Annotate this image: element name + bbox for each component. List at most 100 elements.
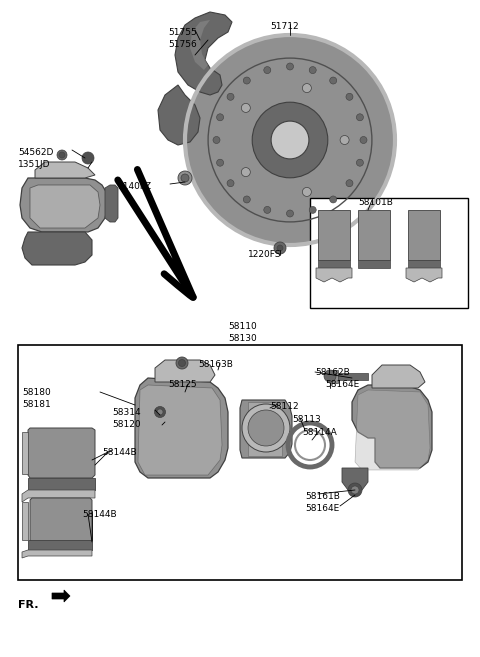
Polygon shape [22, 232, 92, 265]
Polygon shape [316, 268, 352, 282]
Circle shape [248, 410, 284, 446]
Text: 58164E: 58164E [305, 504, 339, 513]
Bar [18, 345, 462, 580]
Circle shape [346, 93, 353, 101]
Text: 58181: 58181 [22, 400, 51, 409]
Circle shape [271, 121, 309, 159]
Circle shape [330, 196, 336, 203]
Text: 58314: 58314 [112, 408, 141, 417]
Circle shape [264, 66, 271, 74]
Text: 58110: 58110 [228, 322, 257, 331]
Circle shape [309, 66, 316, 74]
Circle shape [213, 137, 220, 143]
Circle shape [330, 77, 336, 84]
Polygon shape [248, 402, 282, 456]
Polygon shape [408, 260, 440, 268]
Circle shape [302, 83, 312, 93]
Polygon shape [155, 360, 215, 382]
Text: 58130: 58130 [228, 334, 257, 343]
Circle shape [309, 206, 316, 214]
Circle shape [176, 357, 188, 369]
Polygon shape [372, 365, 425, 388]
Circle shape [155, 407, 166, 417]
Bar [310, 198, 468, 308]
Circle shape [216, 159, 224, 166]
Polygon shape [52, 590, 70, 602]
Text: 58144B: 58144B [82, 510, 117, 519]
Polygon shape [30, 498, 92, 542]
Text: 58125: 58125 [168, 380, 197, 389]
Text: 58144B: 58144B [102, 448, 137, 457]
Polygon shape [22, 432, 28, 474]
Text: 58162B: 58162B [315, 368, 350, 377]
Polygon shape [190, 20, 210, 70]
Text: 54562D: 54562D [18, 148, 53, 157]
Circle shape [287, 63, 293, 70]
Circle shape [243, 77, 250, 84]
Circle shape [351, 486, 359, 494]
Polygon shape [22, 550, 92, 558]
Text: 58113: 58113 [292, 415, 321, 424]
Polygon shape [352, 385, 432, 468]
Polygon shape [28, 428, 95, 478]
Polygon shape [408, 210, 440, 260]
Text: 58164E: 58164E [325, 380, 359, 389]
Circle shape [181, 174, 189, 182]
Polygon shape [158, 85, 200, 145]
Text: 51756: 51756 [168, 40, 197, 49]
Circle shape [357, 114, 363, 121]
Polygon shape [30, 185, 100, 228]
Polygon shape [336, 373, 368, 380]
Circle shape [241, 103, 251, 112]
Circle shape [59, 152, 65, 158]
Polygon shape [342, 468, 368, 494]
Circle shape [157, 409, 163, 415]
Polygon shape [330, 370, 338, 383]
Text: 1140FZ: 1140FZ [118, 182, 152, 191]
Circle shape [252, 102, 328, 178]
Circle shape [243, 196, 250, 203]
Polygon shape [406, 268, 442, 282]
Circle shape [227, 93, 234, 101]
Circle shape [274, 242, 286, 254]
Polygon shape [28, 540, 92, 550]
Polygon shape [355, 390, 430, 470]
Text: 58112: 58112 [270, 402, 299, 411]
Polygon shape [318, 210, 350, 260]
Text: 58180: 58180 [22, 388, 51, 397]
Text: FR.: FR. [18, 600, 38, 610]
Text: 58114A: 58114A [302, 428, 337, 437]
Circle shape [264, 206, 271, 214]
Text: 1351JD: 1351JD [18, 160, 50, 169]
Polygon shape [240, 400, 292, 458]
Polygon shape [135, 378, 228, 478]
Circle shape [241, 168, 251, 177]
Circle shape [216, 114, 224, 121]
Polygon shape [175, 12, 232, 95]
Circle shape [179, 359, 185, 367]
Circle shape [57, 150, 67, 160]
Circle shape [346, 180, 353, 187]
Circle shape [242, 404, 290, 452]
Text: 58163B: 58163B [198, 360, 233, 369]
Circle shape [302, 187, 312, 196]
Circle shape [357, 159, 363, 166]
Circle shape [360, 137, 367, 143]
Polygon shape [22, 502, 28, 540]
Circle shape [324, 370, 336, 382]
Polygon shape [28, 478, 95, 490]
Polygon shape [358, 260, 390, 268]
Circle shape [82, 152, 94, 164]
Polygon shape [318, 260, 350, 268]
Text: 58161B: 58161B [305, 492, 340, 501]
Text: 58120: 58120 [112, 420, 141, 429]
Polygon shape [358, 210, 390, 260]
Circle shape [178, 171, 192, 185]
Circle shape [277, 245, 283, 251]
Circle shape [185, 35, 395, 245]
Polygon shape [35, 162, 95, 178]
Polygon shape [105, 185, 118, 222]
Polygon shape [20, 178, 108, 232]
Text: 51712: 51712 [270, 22, 299, 31]
Circle shape [340, 135, 349, 145]
